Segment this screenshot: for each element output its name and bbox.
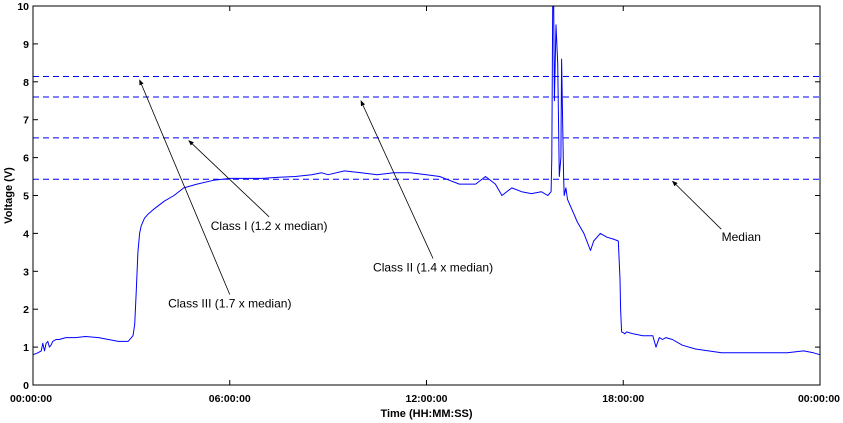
y-tick-label: 10 [17,1,29,13]
annotation-label-2: Class II (1.4 x median) [373,261,493,275]
annotation-label-0: Median [722,230,761,244]
annotations: Median Class I (1.2 x median) Class II (1.… [139,79,761,311]
y-tick-label: 7 [23,115,29,127]
x-axis-label: Time (HH:MM:SS) [380,408,472,420]
y-tick-label: 0 [23,380,29,392]
threshold-lines [33,75,820,180]
x-tick-label: 18:00:00 [602,393,644,405]
y-tick-label: 8 [23,77,29,89]
annotation-arrow-2 [360,100,434,259]
annotation-arrow-3 [139,79,231,295]
y-tick-label: 6 [23,153,29,165]
x-tick-label: 00:00:00 [10,393,52,405]
axis-ticks: 0 1 2 3 4 5 6 7 8 9 10 00:00:00 06:00:00 12:00:00 18:0… [10,1,840,405]
plot-frame [32,5,821,386]
voltage-line-0 [32,5,821,356]
x-tick-label: 06:00:00 [209,393,251,405]
y-tick-label: 3 [23,266,29,278]
y-tick-label: 5 [23,191,29,203]
annotation-arrow-0 [672,180,722,230]
y-tick-label: 2 [23,304,29,316]
voltage-series [32,5,821,356]
y-axis-label: Voltage (V) [3,167,15,224]
annotation-label-1: Class I (1.2 x median) [211,219,328,233]
annotation-arrow-1 [188,140,270,218]
y-tick-label: 9 [23,39,29,51]
y-tick-label: 1 [23,342,29,354]
x-tick-label: 00:00:00 [798,393,840,405]
y-tick-label: 4 [23,228,29,240]
x-tick-label: 12:00:00 [405,393,447,405]
annotation-label-3: Class III (1.7 x median) [168,297,291,311]
